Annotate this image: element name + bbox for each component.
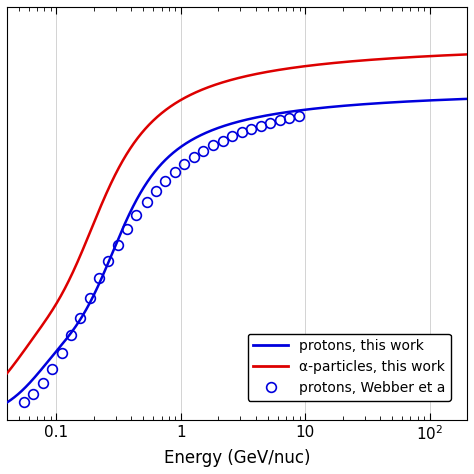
Legend: protons, this work, α-particles, this work, protons, Webber et a: protons, this work, α-particles, this wo… <box>247 334 451 401</box>
X-axis label: Energy (GeV/nuc): Energy (GeV/nuc) <box>164 449 310 467</box>
